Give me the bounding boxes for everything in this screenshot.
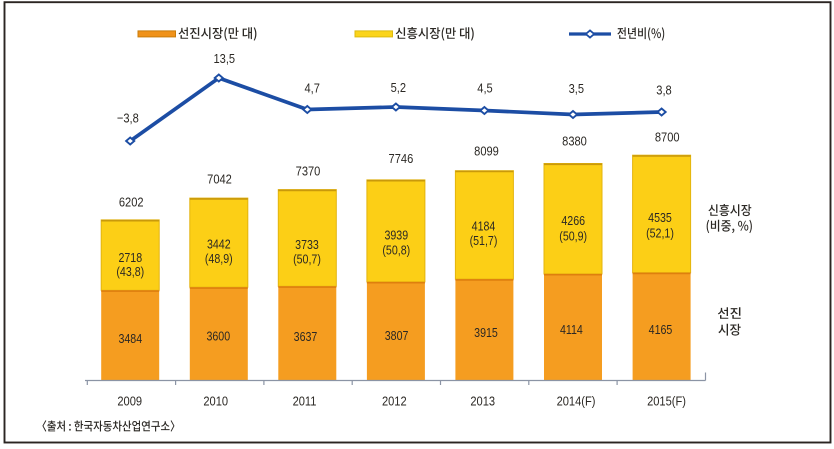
svg-text:3807: 3807: [385, 328, 409, 343]
svg-text:2015(F): 2015(F): [647, 394, 686, 409]
svg-text:4,7: 4,7: [304, 81, 320, 96]
svg-text:2011: 2011: [293, 394, 317, 409]
svg-text:3600: 3600: [206, 328, 230, 343]
svg-text:8700: 8700: [655, 130, 680, 145]
svg-text:7042: 7042: [207, 171, 232, 186]
svg-text:6202: 6202: [119, 194, 144, 209]
svg-text:8380: 8380: [562, 134, 587, 149]
svg-text:5,2: 5,2: [391, 80, 407, 95]
svg-text:3484: 3484: [118, 331, 142, 346]
svg-text:3915: 3915: [474, 325, 498, 340]
svg-text:2013: 2013: [470, 394, 495, 409]
svg-text:4184: 4184: [472, 218, 496, 233]
svg-text:3939: 3939: [384, 227, 408, 242]
svg-text:3442: 3442: [207, 236, 231, 251]
svg-text:(51,7): (51,7): [470, 233, 498, 248]
svg-text:7370: 7370: [296, 164, 321, 179]
svg-text:3637: 3637: [294, 329, 318, 344]
svg-text:3,5: 3,5: [569, 81, 585, 96]
svg-text:4266: 4266: [561, 213, 585, 228]
svg-text:(48,9): (48,9): [205, 251, 233, 266]
svg-text:3,8: 3,8: [656, 83, 672, 98]
svg-text:(52,1): (52,1): [646, 225, 674, 240]
svg-text:(43,8): (43,8): [116, 264, 144, 279]
svg-text:13,5: 13,5: [213, 51, 235, 66]
svg-text:2718: 2718: [118, 250, 142, 265]
svg-text:8099: 8099: [474, 144, 499, 159]
svg-text:2014(F): 2014(F): [557, 394, 596, 409]
svg-text:2009: 2009: [117, 394, 142, 409]
svg-text:2010: 2010: [203, 394, 228, 409]
svg-text:(50,8): (50,8): [382, 242, 410, 257]
svg-text:4165: 4165: [649, 322, 673, 337]
svg-text:−3,8: −3,8: [117, 111, 139, 126]
svg-text:4,5: 4,5: [477, 81, 493, 96]
svg-text:(50,9): (50,9): [559, 228, 587, 243]
svg-text:2012: 2012: [382, 394, 407, 409]
svg-text:4535: 4535: [648, 210, 672, 225]
svg-text:(50,7): (50,7): [293, 251, 321, 266]
svg-text:3733: 3733: [295, 237, 319, 252]
svg-text:7746: 7746: [389, 151, 414, 166]
svg-text:4114: 4114: [560, 322, 583, 337]
